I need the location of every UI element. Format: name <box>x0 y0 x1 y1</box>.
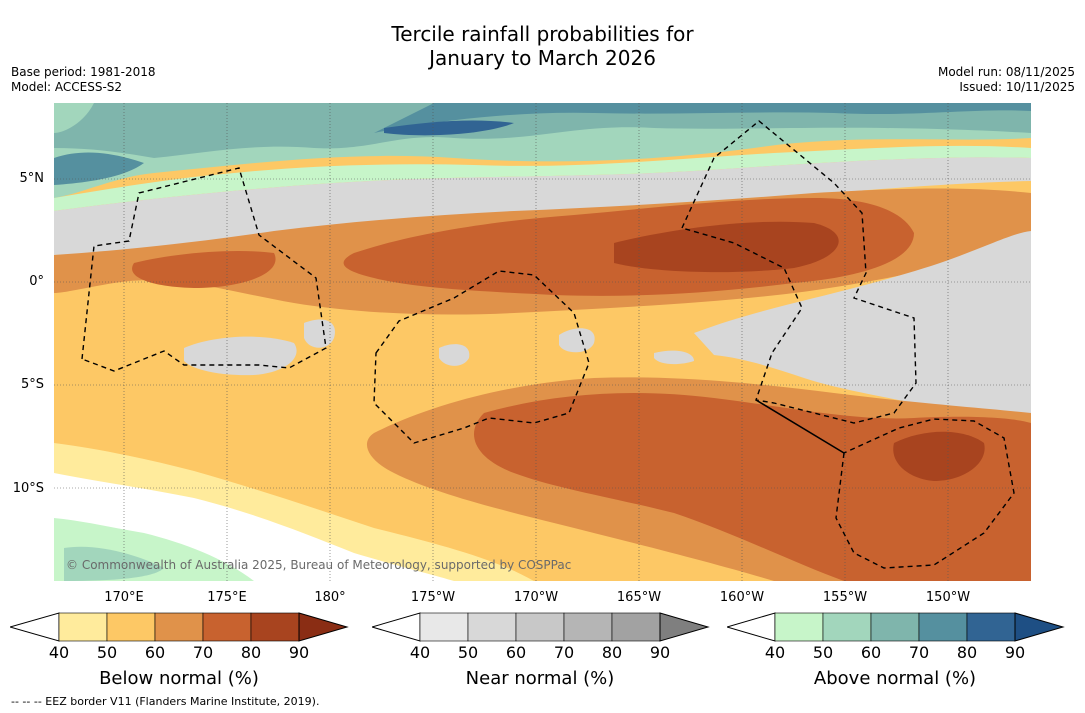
issued-date: Issued: 10/11/2025 <box>959 80 1075 94</box>
cbar-above-tick-70: 70 <box>908 643 930 662</box>
cbar-near-lower-arrow <box>372 612 421 642</box>
lon-label-170w: 170°W <box>513 590 559 605</box>
cbar-below-swatch-2 <box>106 612 156 642</box>
cbar-below-lower-arrow <box>10 612 60 642</box>
cbar-below-swatch-4 <box>202 612 252 642</box>
cbar-near-tick-70: 70 <box>553 643 575 662</box>
cbar-below-tick-50: 50 <box>96 643 118 662</box>
model-name: Model: ACCESS-S2 <box>11 80 123 94</box>
cbar-above-tick-80: 80 <box>956 643 978 662</box>
cbar-above-upper-arrow <box>1014 612 1065 642</box>
model-run: Model run: 08/11/2025 <box>937 65 1075 79</box>
lon-label-165w: 165°W <box>616 590 662 605</box>
cbar-near-tick-60: 60 <box>505 643 527 662</box>
below-80-south <box>893 431 985 481</box>
cbar-below-title: Below normal (%) <box>99 668 259 689</box>
cbar-above-swatch-1 <box>774 612 824 642</box>
cbar-above-tick-40: 40 <box>764 643 786 662</box>
cbar-below-tick-80: 80 <box>240 643 262 662</box>
gridlines <box>54 103 1031 581</box>
copyright-text: © Commonwealth of Australia 2025, Bureau… <box>66 558 572 572</box>
cbar-below-swatch-3 <box>154 612 204 642</box>
below-80-north <box>614 221 839 273</box>
above-50-sw <box>64 546 164 581</box>
eez-footnote: -- -- -- EEZ border V11 (Flanders Marine… <box>11 695 320 708</box>
near-normal-patch-5 <box>654 350 694 365</box>
cbar-above-swatch-4 <box>918 612 968 642</box>
cbar-below-swatch-1 <box>58 612 108 642</box>
lat-label-10s: 10°S <box>12 481 44 496</box>
lon-label-160w: 160°W <box>719 590 765 605</box>
lon-label-175e: 175°E <box>207 590 247 605</box>
cbar-near-tick-50: 50 <box>457 643 479 662</box>
above-60-region <box>54 103 1031 158</box>
cbar-above-title: Above normal (%) <box>813 668 977 689</box>
cbar-near-tick-80: 80 <box>601 643 623 662</box>
near-normal-patch-3 <box>439 344 470 366</box>
cbar-above-tick-90: 90 <box>1004 643 1026 662</box>
cbar-near-swatch-3 <box>515 612 565 642</box>
lat-label-5n: 5°N <box>19 171 45 186</box>
cbar-above-lower-arrow <box>727 612 776 642</box>
near-normal-patch-4 <box>559 328 595 353</box>
title-line-2: January to March 2026 <box>429 46 656 70</box>
meta-right: Model run: 08/11/2025 Issued: 10/11/2025 <box>938 65 1075 95</box>
above-80-region <box>384 120 514 136</box>
cbar-below-tick-70: 70 <box>192 643 214 662</box>
cbar-near-swatch-2 <box>467 612 517 642</box>
below-70-west <box>132 251 276 288</box>
cbar-near-title: Near normal (%) <box>465 668 615 689</box>
lon-label-175w: 175°W <box>410 590 456 605</box>
cbar-near-swatch-1 <box>419 612 469 642</box>
cbar-below-swatch-5 <box>250 612 300 642</box>
cbar-above-tick-60: 60 <box>860 643 882 662</box>
eez-borders <box>81 120 1015 569</box>
cbar-above-swatch-3 <box>870 612 920 642</box>
cbar-near-upper-arrow <box>659 612 710 642</box>
colorbar-above <box>727 612 1065 642</box>
cbar-below-upper-arrow <box>298 612 349 642</box>
above-40-strip <box>54 145 1031 211</box>
cbar-above-swatch-5 <box>966 612 1016 642</box>
below-70-south <box>474 393 1031 581</box>
cbar-near-tick-40: 40 <box>409 643 431 662</box>
cbar-below-tick-90: 90 <box>288 643 310 662</box>
chart-title: Tercile rainfall probabilities for Janua… <box>0 22 1085 70</box>
lon-label-180: 180° <box>314 590 346 605</box>
cbar-above-swatch-2 <box>822 612 872 642</box>
lat-label-5s: 5°S <box>20 377 44 392</box>
cbar-below-tick-60: 60 <box>144 643 166 662</box>
rainfall-map <box>54 103 1031 581</box>
near-normal-east <box>694 231 1031 414</box>
cbar-near-tick-90: 90 <box>649 643 671 662</box>
cbar-near-swatch-4 <box>563 612 613 642</box>
near-normal-patch-2 <box>304 319 335 348</box>
above-70-region <box>54 103 1031 185</box>
lon-label-150w: 150°W <box>925 590 971 605</box>
title-line-1: Tercile rainfall probabilities for <box>391 22 694 46</box>
colorbar-near <box>372 612 710 642</box>
lon-label-170e: 170°E <box>104 590 144 605</box>
cbar-below-tick-40: 40 <box>48 643 70 662</box>
meta-left: Base period: 1981-2018 Model: ACCESS-S2 <box>11 65 156 95</box>
colorbar-below <box>10 612 349 642</box>
lon-label-155w: 155°W <box>822 590 868 605</box>
cbar-above-tick-50: 50 <box>812 643 834 662</box>
boundary-line <box>755 399 845 454</box>
lat-label-0: 0° <box>29 274 44 289</box>
base-period: Base period: 1981-2018 <box>11 65 156 79</box>
cbar-near-swatch-5 <box>611 612 661 642</box>
